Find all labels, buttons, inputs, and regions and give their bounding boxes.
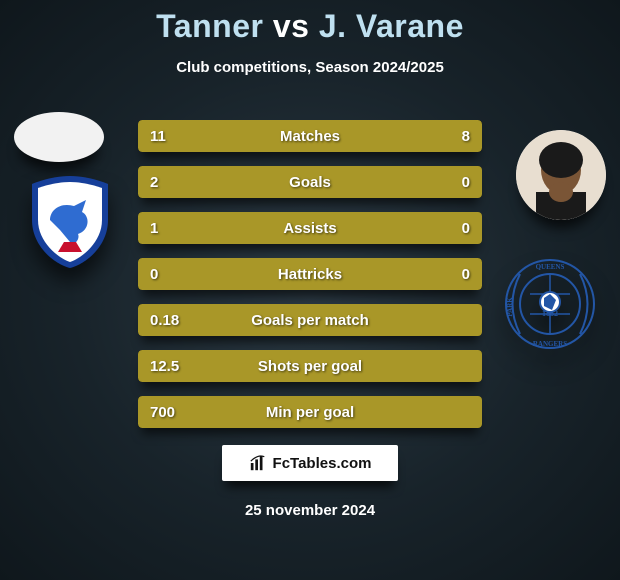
- brand-text: FcTables.com: [273, 455, 372, 472]
- stat-label: Shots per goal: [138, 350, 482, 382]
- vs-text: vs: [273, 8, 310, 44]
- stat-label: Goals per match: [138, 304, 482, 336]
- stat-label: Assists: [138, 212, 482, 244]
- stat-row: 2Goals0: [138, 166, 482, 198]
- svg-text:PARK: PARK: [506, 297, 514, 317]
- player2-name: J. Varane: [319, 8, 464, 44]
- stat-row: 11Matches8: [138, 120, 482, 152]
- team2-crest: QUEENS RANGERS PARK 1882: [500, 254, 600, 354]
- stat-row: 1Assists0: [138, 212, 482, 244]
- stat-value-right: 0: [462, 258, 470, 290]
- stat-label: Goals: [138, 166, 482, 198]
- date-text: 25 november 2024: [0, 502, 620, 519]
- player2-photo: [516, 130, 606, 220]
- player1-photo: [14, 112, 104, 162]
- stat-row: 0Hattricks0: [138, 258, 482, 290]
- stat-label: Hattricks: [138, 258, 482, 290]
- stat-value-right: 8: [462, 120, 470, 152]
- stat-value-right: 0: [462, 166, 470, 198]
- stat-row: 0.18Goals per match: [138, 304, 482, 336]
- brand-badge: FcTables.com: [222, 445, 398, 481]
- brand-icon: [249, 454, 267, 472]
- svg-text:QUEENS: QUEENS: [536, 263, 565, 271]
- team1-crest: [20, 172, 120, 272]
- stats-panel: 11Matches82Goals01Assists00Hattricks00.1…: [138, 120, 482, 428]
- stat-row: 12.5Shots per goal: [138, 350, 482, 382]
- subtitle: Club competitions, Season 2024/2025: [0, 59, 620, 76]
- stat-label: Matches: [138, 120, 482, 152]
- stat-row: 700Min per goal: [138, 396, 482, 428]
- stat-label: Min per goal: [138, 396, 482, 428]
- page-title: Tanner vs J. Varane: [0, 0, 620, 45]
- stat-value-right: 0: [462, 212, 470, 244]
- player1-name: Tanner: [156, 8, 263, 44]
- svg-text:RANGERS: RANGERS: [533, 340, 567, 348]
